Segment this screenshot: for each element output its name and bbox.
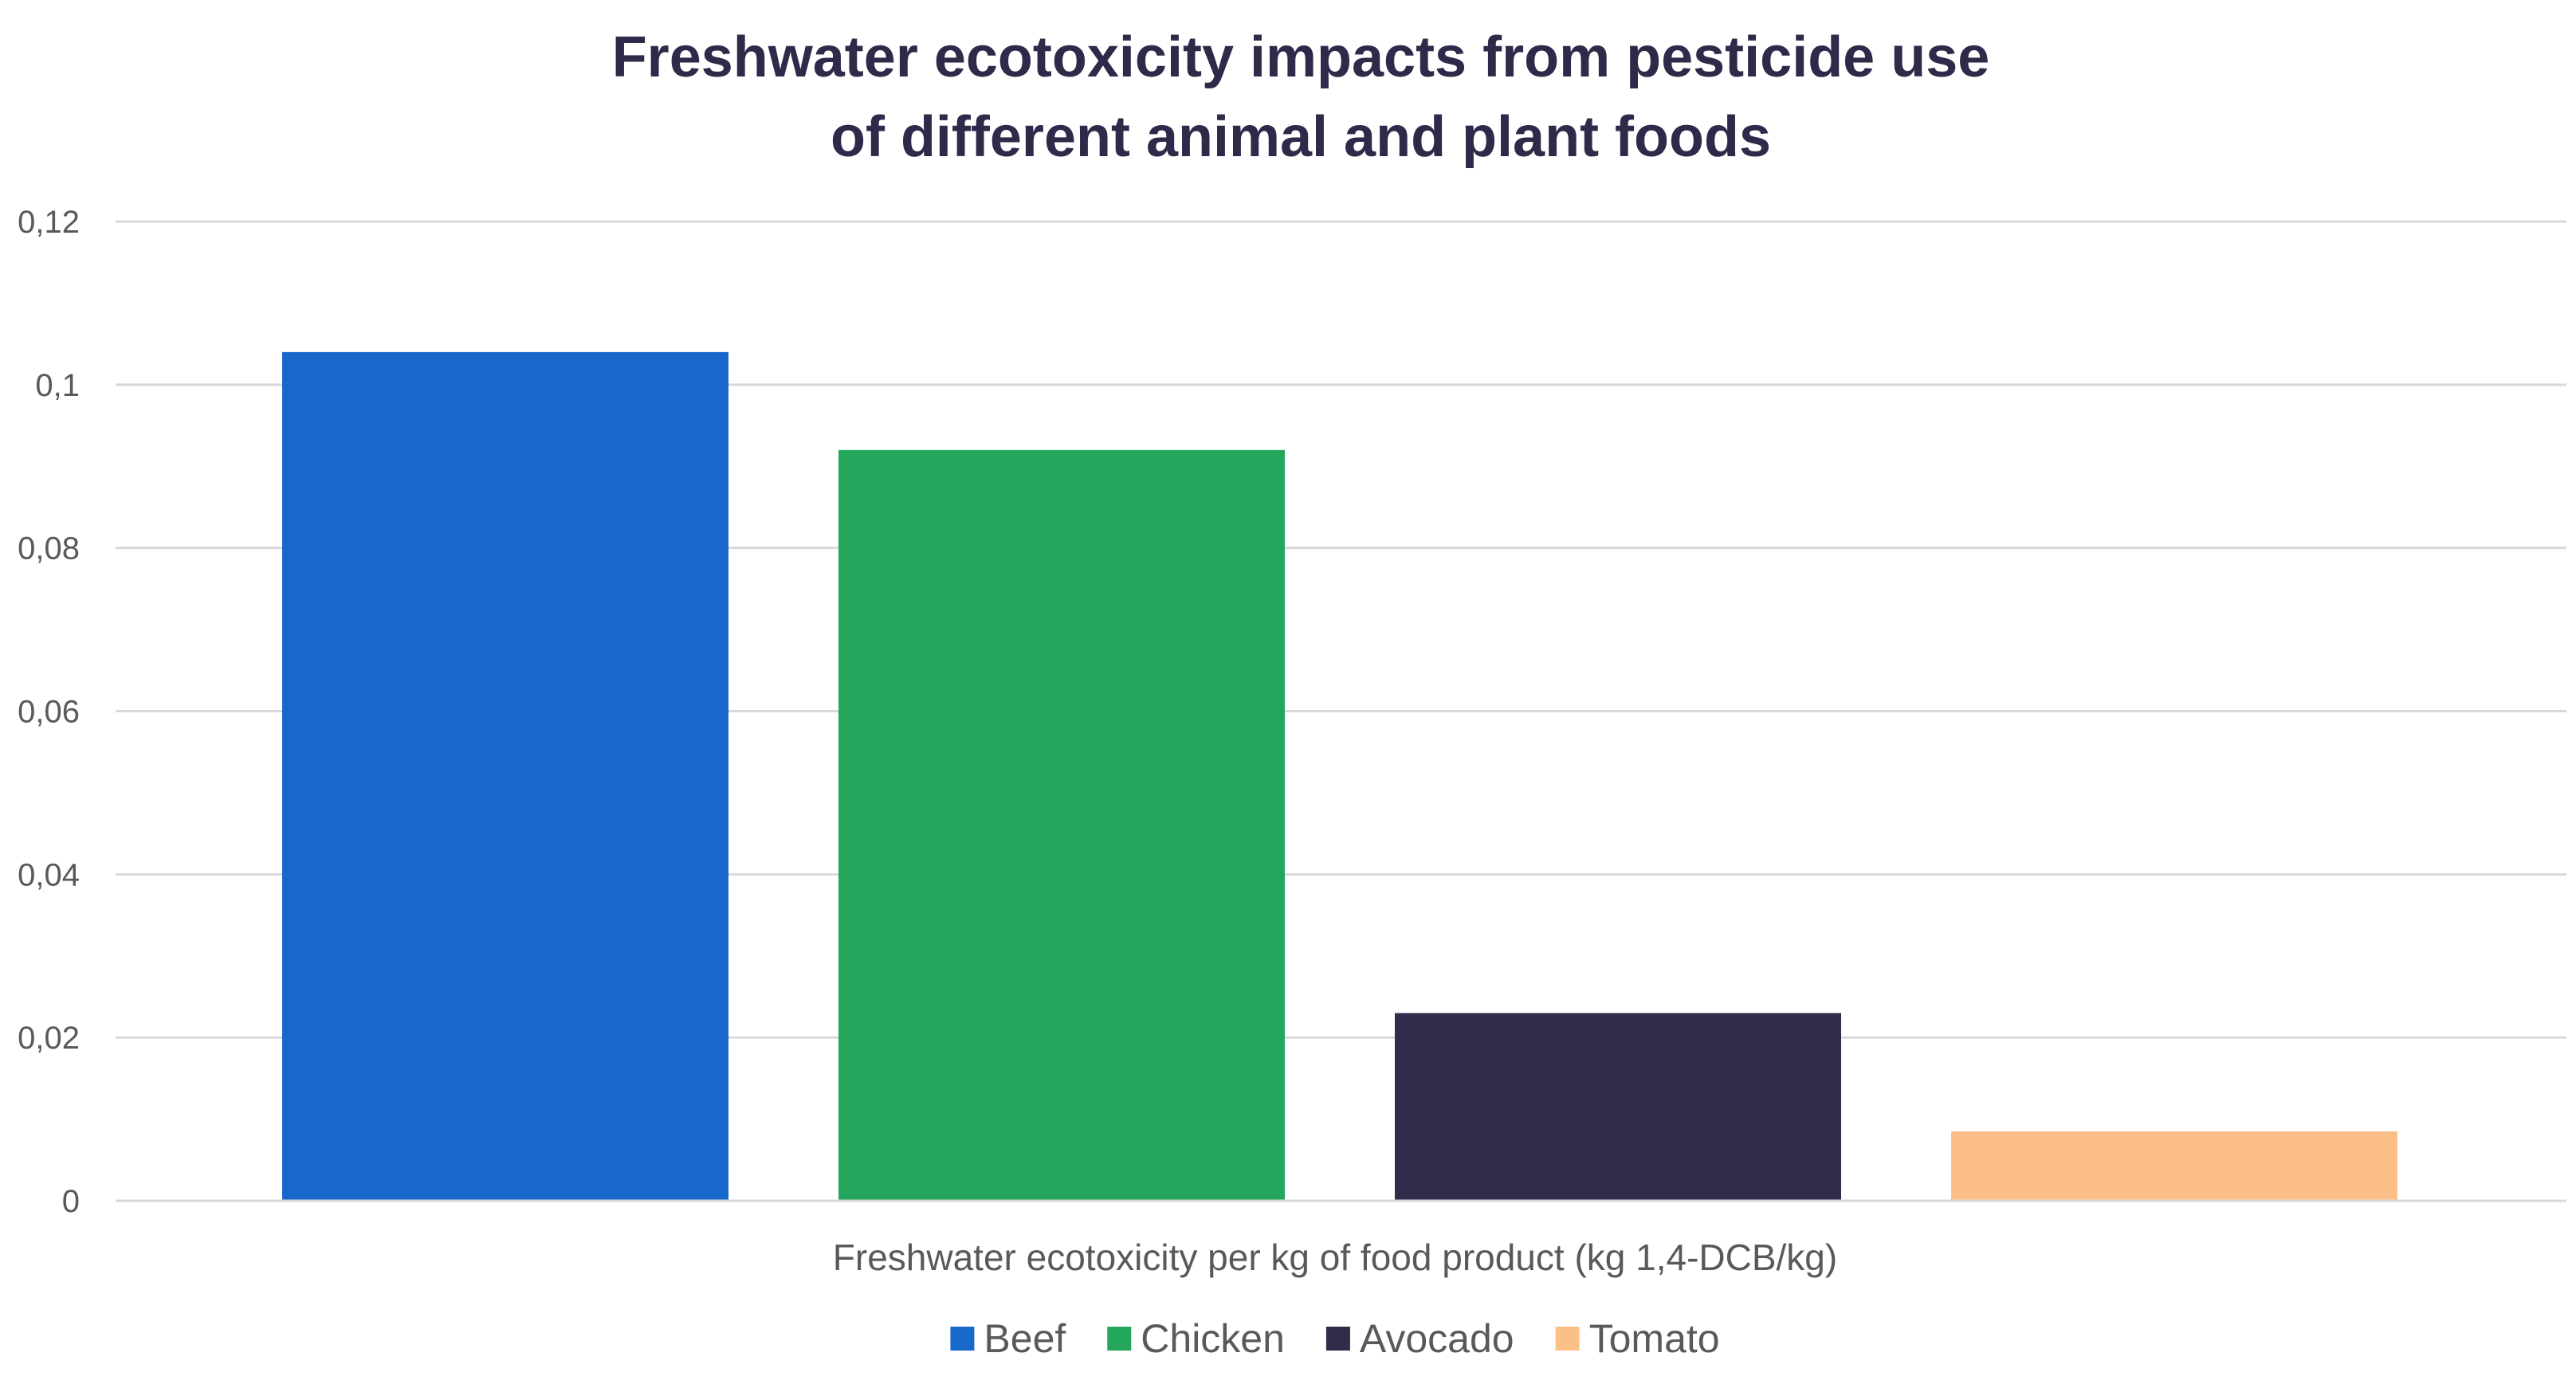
- y-tick-label: 0,08: [18, 531, 80, 567]
- legend-label-chicken: Chicken: [1141, 1316, 1285, 1361]
- legend-swatch-chicken: [1107, 1327, 1132, 1351]
- legend-label-avocado: Avocado: [1360, 1316, 1514, 1361]
- y-axis-ticks: 0 0,02 0,04 0,06 0,08 0,1 0,12: [18, 205, 80, 1219]
- bar-beef: [282, 351, 728, 1201]
- legend-swatch-beef: [950, 1327, 975, 1351]
- y-tick-label: 0,02: [18, 1021, 80, 1056]
- bar-chicken: [838, 449, 1285, 1201]
- legend-label-beef: Beef: [984, 1316, 1066, 1361]
- chart-title-line-2: of different animal and plant foods: [831, 105, 1771, 169]
- legend-swatch-tomato: [1555, 1327, 1580, 1351]
- chart-title-line-1: Freshwater ecotoxicity impacts from pest…: [612, 25, 1990, 89]
- legend-swatch-avocado: [1325, 1327, 1350, 1351]
- x-axis-label: Freshwater ecotoxicity per kg of food pr…: [833, 1237, 1837, 1278]
- legend-label-tomato: Tomato: [1589, 1316, 1720, 1361]
- y-tick-label: 0,04: [18, 857, 80, 892]
- y-tick-label: 0,1: [35, 368, 80, 403]
- y-tick-label: 0: [62, 1184, 80, 1219]
- bar-avocado: [1395, 1013, 1841, 1201]
- y-tick-label: 0,06: [18, 695, 80, 730]
- bar-tomato: [1951, 1131, 2397, 1201]
- legend: Beef Chicken Avocado Tomato: [950, 1316, 1720, 1361]
- bars: [282, 351, 2397, 1201]
- y-tick-label: 0,12: [18, 205, 80, 240]
